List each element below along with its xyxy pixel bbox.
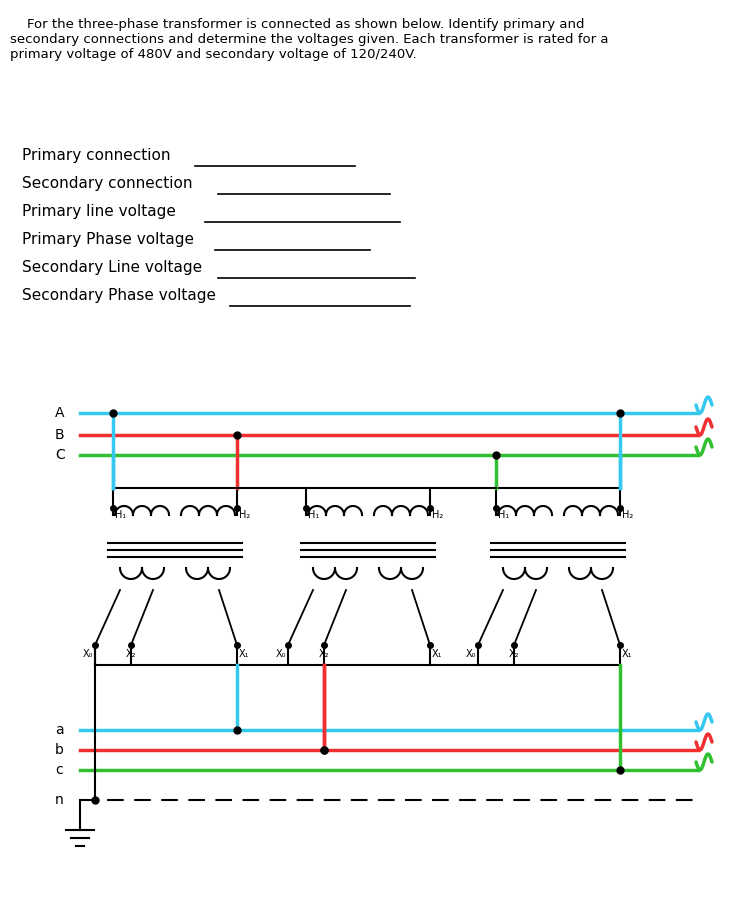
Text: X₁: X₁ [239, 649, 249, 659]
Text: X₁: X₁ [622, 649, 633, 659]
Text: X₂: X₂ [509, 649, 520, 659]
Text: X₂: X₂ [126, 649, 136, 659]
Text: X₀: X₀ [276, 649, 286, 659]
Text: Secondary Phase voltage: Secondary Phase voltage [22, 288, 216, 303]
Text: H₁: H₁ [115, 510, 127, 520]
Text: Primary Phase voltage: Primary Phase voltage [22, 232, 194, 247]
Text: Primary connection: Primary connection [22, 148, 170, 163]
Text: C: C [55, 448, 65, 462]
Text: b: b [55, 743, 64, 757]
Text: X₀: X₀ [83, 649, 93, 659]
Text: c: c [55, 763, 62, 777]
Text: X₁: X₁ [432, 649, 443, 659]
Text: n: n [55, 793, 64, 807]
Text: X₂: X₂ [319, 649, 329, 659]
Text: Primary line voltage: Primary line voltage [22, 204, 176, 219]
Text: A: A [55, 406, 65, 420]
Text: Secondary connection: Secondary connection [22, 176, 193, 191]
Text: For the three-phase transformer is connected as shown below. Identify primary an: For the three-phase transformer is conne… [10, 18, 608, 61]
Text: H₂: H₂ [432, 510, 444, 520]
Text: H₂: H₂ [622, 510, 633, 520]
Text: H₂: H₂ [239, 510, 250, 520]
Text: X₀: X₀ [465, 649, 476, 659]
Text: Secondary Line voltage: Secondary Line voltage [22, 260, 202, 275]
Text: a: a [55, 723, 63, 737]
Text: B: B [55, 428, 65, 442]
Text: H₁: H₁ [498, 510, 509, 520]
Text: H₁: H₁ [308, 510, 319, 520]
